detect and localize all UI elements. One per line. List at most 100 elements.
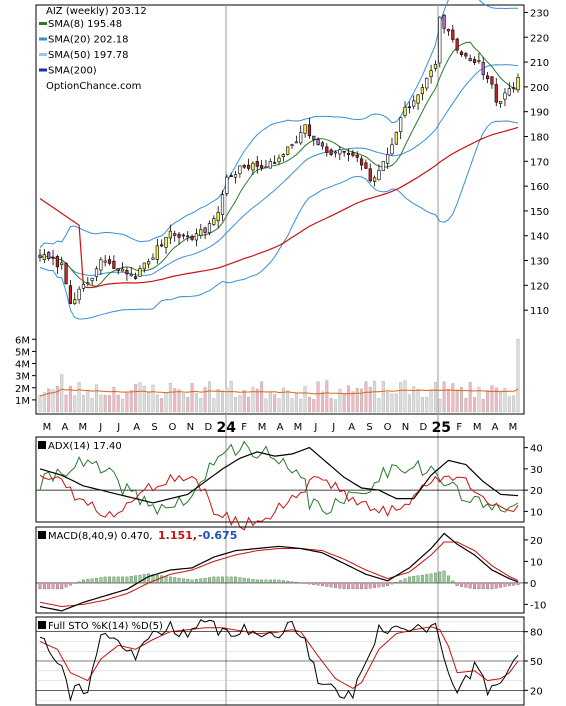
x-tick-label: A <box>133 422 140 433</box>
price-tick-label: 200 <box>530 83 549 94</box>
volume-bar <box>442 381 446 413</box>
macd-histogram-bar <box>160 575 164 584</box>
macd-histogram-bar <box>116 576 120 584</box>
x-tick-label: A <box>277 422 284 433</box>
volume-bar <box>377 398 381 413</box>
macd-histogram-bar <box>186 579 190 584</box>
volume-bar <box>129 390 133 413</box>
macd-histogram-bar <box>242 577 246 584</box>
candle-body <box>485 75 490 80</box>
volume-bar <box>151 384 155 413</box>
candle-body <box>116 268 120 271</box>
macd-histogram-bar <box>407 576 411 584</box>
macd-histogram-bar <box>203 577 207 584</box>
macd-histogram-bar <box>108 576 111 584</box>
macd-histogram-bar <box>103 576 107 584</box>
volume-bar <box>81 395 85 413</box>
volume-bar <box>364 381 368 413</box>
volume-bar <box>121 398 125 413</box>
volume-tick-label: 2M <box>15 384 30 395</box>
macd-histogram-bar <box>399 580 403 584</box>
chart_data.2.yticks-tick-label: 0 <box>530 579 536 590</box>
macd-histogram-bar <box>268 579 272 584</box>
macd-histogram-bar <box>473 582 476 590</box>
candle-body <box>429 70 433 77</box>
macd-histogram-bar <box>447 575 450 584</box>
macd-histogram-bar <box>490 582 494 590</box>
macd-histogram-bar <box>299 582 303 584</box>
macd-histogram-bar <box>342 582 346 590</box>
candle-body <box>246 164 251 169</box>
legend-swatch <box>39 68 47 72</box>
volume-bar <box>73 395 77 413</box>
x-tick-label: O <box>384 422 392 433</box>
volume-bar <box>342 393 346 413</box>
candle-body <box>38 254 42 258</box>
volume-bar <box>251 386 255 413</box>
candle-body <box>346 152 351 155</box>
price-tick-label: 120 <box>530 281 549 292</box>
macd-histogram-bar <box>151 574 155 584</box>
volume-bar <box>116 394 120 413</box>
macd-histogram-bar <box>442 570 446 584</box>
macd-frame <box>35 526 525 614</box>
candle-body <box>220 194 225 215</box>
legend-swatch <box>39 22 47 25</box>
candle-body <box>464 53 468 57</box>
candle-body <box>147 261 151 265</box>
candle-body <box>455 38 459 51</box>
macd-histogram-bar <box>386 582 390 587</box>
volume-bar <box>316 381 320 413</box>
candle-body <box>194 233 199 241</box>
macd-histogram-bar <box>260 579 264 584</box>
volume-bar <box>60 374 64 413</box>
volume-bar <box>294 393 298 413</box>
volume-bar <box>299 398 303 413</box>
volume-tick-label: 1M <box>15 396 30 407</box>
macd-histogram-bar <box>438 571 442 584</box>
x-tick-label: 25 <box>432 420 451 436</box>
volume-bar <box>51 389 55 413</box>
macd-title: MACD(8,40,9) 0.470, <box>48 531 153 542</box>
candle-body <box>155 245 159 260</box>
adx-panel: 10 20 30 40 ADX(14) 17.40 <box>35 436 543 531</box>
macd-histogram-bar <box>121 576 125 584</box>
volume-bar <box>338 388 342 413</box>
legend-swatch <box>39 37 47 41</box>
macd-histogram-bar <box>373 582 377 588</box>
macd-histogram-bar <box>229 576 233 584</box>
price-frame <box>35 4 525 415</box>
macd-histogram-bar <box>47 582 51 590</box>
candle-body <box>325 146 329 153</box>
adx-frame <box>35 436 525 523</box>
volume-bar <box>94 384 98 413</box>
legend-label: SMA(8) 195.48 <box>48 19 122 30</box>
volume-bar <box>68 385 72 413</box>
adx-line <box>39 446 519 504</box>
macd-histogram-bar <box>82 579 85 584</box>
price-tick-label: 220 <box>530 33 549 44</box>
x-tick-label: O <box>169 422 177 433</box>
volume-bar <box>351 391 355 413</box>
candle-body <box>312 135 316 140</box>
candle-body <box>507 88 511 96</box>
candle-body <box>286 146 290 155</box>
macd-histogram-bar <box>234 576 237 584</box>
volume-bar <box>307 397 311 413</box>
macd-histogram-bar <box>503 582 507 587</box>
volume-bar <box>212 398 216 413</box>
volume-bar <box>481 398 485 413</box>
volume-bar <box>229 380 233 413</box>
x-tick-label: D <box>204 422 212 433</box>
candle-body <box>316 139 320 145</box>
candle-body <box>199 229 203 236</box>
macd-histogram-bar <box>221 576 224 584</box>
volume-bar <box>325 380 329 413</box>
volume-bar <box>499 391 503 413</box>
volume-bar <box>190 383 194 413</box>
macd-histogram-bar <box>247 578 251 584</box>
macd-histogram-bar <box>125 576 129 584</box>
candle-body <box>212 218 216 225</box>
volume-bar <box>503 387 507 413</box>
